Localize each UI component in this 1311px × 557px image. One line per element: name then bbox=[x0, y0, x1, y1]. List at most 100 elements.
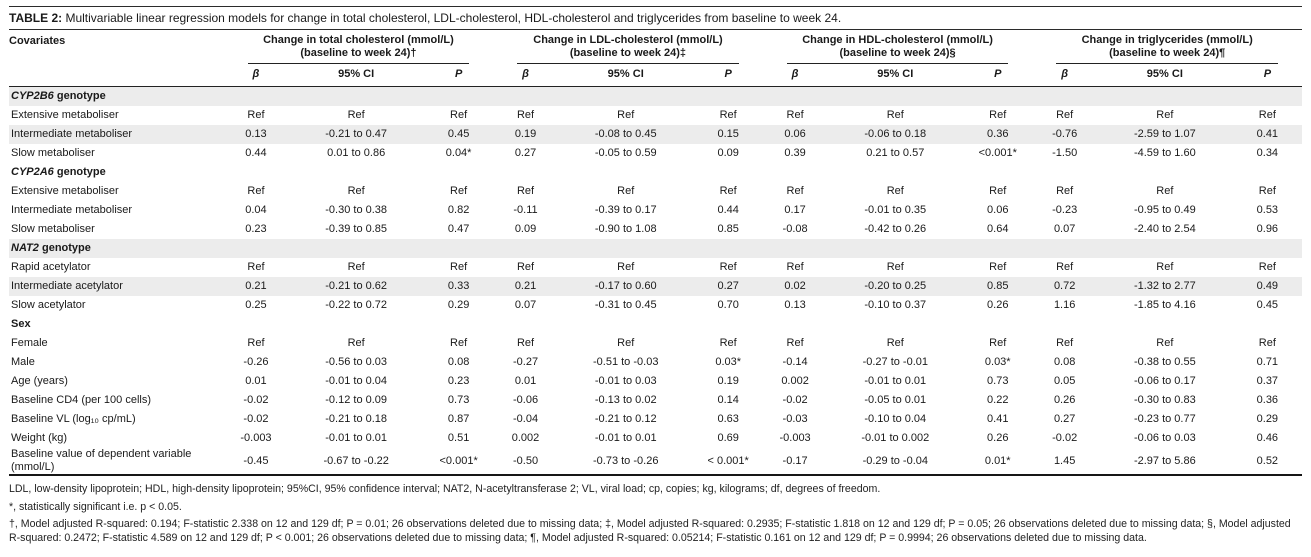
covariate-label: Male bbox=[11, 356, 35, 368]
value-cell: -0.05 to 0.59 bbox=[594, 147, 657, 159]
value-cell: 0.02 bbox=[762, 277, 828, 296]
value-cell: -0.51 to -0.03 bbox=[593, 356, 659, 368]
table-row: Female Ref Ref Ref Ref Ref Ref Ref Ref Ref Ref Ref R… bbox=[9, 334, 1302, 353]
value-cell: -0.01 to 0.002 bbox=[861, 432, 930, 444]
value-cell: -0.90 to 1.08 bbox=[594, 223, 657, 235]
value-cell: 0.26 bbox=[987, 299, 1009, 311]
group-header-ldl-cholesterol: Change in LDL-cholesterol (mmol/L) (basel… bbox=[493, 30, 763, 64]
value-cell: Ref bbox=[347, 109, 365, 121]
value-cell: -0.05 to 0.01 bbox=[864, 394, 927, 406]
group-line1: Change in total cholesterol (mmol/L) bbox=[263, 34, 454, 46]
value-cell: 0.15 bbox=[693, 125, 763, 144]
covariate-label: Intermediate acetylator bbox=[9, 277, 224, 296]
value-cell: -0.21 to 0.18 bbox=[325, 413, 388, 425]
value-cell: Ref bbox=[617, 109, 635, 121]
value-cell: -0.04 bbox=[512, 413, 539, 425]
footnote-abbreviations: LDL, low-density lipoprotein; HDL, high-… bbox=[9, 483, 881, 495]
covariate-label: Slow metaboliser bbox=[11, 147, 95, 159]
value-cell: Ref bbox=[719, 109, 737, 121]
value-cell: -0.08 bbox=[782, 223, 808, 235]
value-cell: -0.31 to 0.45 bbox=[594, 299, 657, 311]
value-cell: Ref bbox=[989, 337, 1007, 349]
value-cell: Ref bbox=[516, 337, 535, 349]
value-cell: Ref bbox=[347, 337, 365, 349]
section-label: CYP2A6 genotype bbox=[11, 166, 106, 178]
value-cell: 0.13 bbox=[223, 125, 289, 144]
value-cell: Ref bbox=[886, 109, 904, 121]
value-cell: -0.27 to -0.01 bbox=[862, 356, 928, 368]
value-cell: -0.01 to 0.04 bbox=[325, 375, 388, 387]
value-cell: 0.72 bbox=[1032, 277, 1097, 296]
value-cell: -0.01 to 0.01 bbox=[594, 432, 657, 444]
covariates-header: Covariates bbox=[9, 30, 224, 87]
value-cell: 0.64 bbox=[987, 223, 1009, 235]
value-cell: 1.45 bbox=[1053, 454, 1076, 467]
beta-header: β bbox=[1032, 64, 1097, 87]
value-cell: -1.85 to 4.16 bbox=[1133, 299, 1196, 311]
covariate-label: Intermediate metaboliser bbox=[11, 204, 133, 216]
value-cell: Ref bbox=[1258, 185, 1276, 197]
value-cell: 0.34 bbox=[1256, 147, 1279, 159]
value-cell: 0.06 bbox=[987, 204, 1009, 216]
value-cell: Ref bbox=[1056, 261, 1074, 273]
value-cell: -0.39 to 0.17 bbox=[594, 204, 657, 216]
value-cell: -0.23 to 0.77 bbox=[1133, 413, 1196, 425]
table-row: Slow metaboliser 0.23 -0.39 to 0.85 0.47 0.0… bbox=[9, 220, 1302, 239]
value-cell: 0.26 bbox=[987, 432, 1009, 444]
value-cell: -0.27 bbox=[512, 356, 539, 368]
table-row: Slow metaboliser 0.44 0.01 to 0.86 0.04* 0.2… bbox=[9, 144, 1302, 163]
value-cell: -0.02 bbox=[782, 394, 808, 406]
value-cell: 0.73 bbox=[447, 394, 470, 406]
value-cell: 0.27 bbox=[514, 147, 537, 159]
value-cell: -0.42 to 0.26 bbox=[864, 223, 927, 235]
value-cell: Ref bbox=[1156, 261, 1174, 273]
section-row: CYP2B6 genotype bbox=[9, 86, 1302, 106]
value-cell: -0.02 bbox=[243, 413, 269, 425]
value-cell: -0.56 to 0.03 bbox=[325, 356, 388, 368]
value-cell: 0.03* bbox=[984, 356, 1011, 368]
footnotes: LDL, low-density lipoprotein; HDL, high-… bbox=[9, 476, 1302, 545]
value-cell: Ref bbox=[786, 337, 804, 349]
value-cell: 0.85 bbox=[963, 277, 1033, 296]
value-cell: Ref bbox=[1156, 185, 1174, 197]
value-cell: -0.02 bbox=[243, 394, 269, 406]
group-line1: Change in HDL-cholesterol (mmol/L) bbox=[802, 34, 993, 46]
value-cell: Ref bbox=[719, 337, 737, 349]
value-cell: 0.002 bbox=[781, 375, 809, 387]
value-cell: 0.23 bbox=[447, 375, 470, 387]
table-header: Covariates Change in total cholesterol (… bbox=[9, 30, 1302, 87]
value-cell: -0.21 to 0.62 bbox=[288, 277, 425, 296]
table-row: Male -0.26 -0.56 to 0.03 0.08 -0.27 -0.51 to … bbox=[9, 353, 1302, 372]
value-cell: 0.08 bbox=[1053, 356, 1076, 368]
covariate-label: Extensive metaboliser bbox=[11, 185, 119, 197]
value-cell: -0.01 to 0.03 bbox=[594, 375, 657, 387]
value-cell: -2.59 to 1.07 bbox=[1096, 125, 1233, 144]
value-cell: -0.39 to 0.85 bbox=[325, 223, 388, 235]
value-cell: -0.11 bbox=[513, 204, 538, 216]
value-cell: 0.01 bbox=[245, 375, 267, 387]
value-cell: 0.44 bbox=[717, 204, 739, 216]
value-cell: -0.06 to 0.18 bbox=[827, 125, 964, 144]
value-cell: 0.71 bbox=[1256, 356, 1279, 368]
value-cell: Ref bbox=[1258, 109, 1276, 121]
value-cell: Ref bbox=[617, 337, 635, 349]
table-row: Baseline CD4 (per 100 cells) -0.02 -0.12 t… bbox=[9, 391, 1302, 410]
value-cell: -0.06 to 0.17 bbox=[1133, 375, 1196, 387]
value-cell: Ref bbox=[1156, 337, 1174, 349]
table-row: Extensive metaboliser Ref Ref Ref Ref Ref Ref R… bbox=[9, 106, 1302, 125]
table-row: Weight (kg) -0.003 -0.01 to 0.01 0.51 0.002 -… bbox=[9, 429, 1302, 448]
value-cell: Ref bbox=[1056, 337, 1074, 349]
value-cell: -2.97 to 5.86 bbox=[1133, 454, 1196, 467]
value-cell: 0.46 bbox=[1256, 432, 1279, 444]
covariate-label: Extensive metaboliser bbox=[11, 109, 119, 121]
value-cell: Ref bbox=[886, 261, 904, 273]
group-line1: Change in triglycerides (mmol/L) bbox=[1081, 34, 1253, 46]
value-cell: 0.82 bbox=[447, 204, 470, 216]
value-cell: 0.21 to 0.57 bbox=[866, 147, 925, 159]
value-cell: 0.39 bbox=[784, 147, 806, 159]
value-cell: <0.001* bbox=[439, 454, 478, 467]
value-cell: -2.40 to 2.54 bbox=[1133, 223, 1196, 235]
value-cell: 0.70 bbox=[717, 299, 739, 311]
value-cell: -0.21 to 0.12 bbox=[594, 413, 657, 425]
group-line2: (baseline to week 24)‡ bbox=[569, 47, 687, 59]
